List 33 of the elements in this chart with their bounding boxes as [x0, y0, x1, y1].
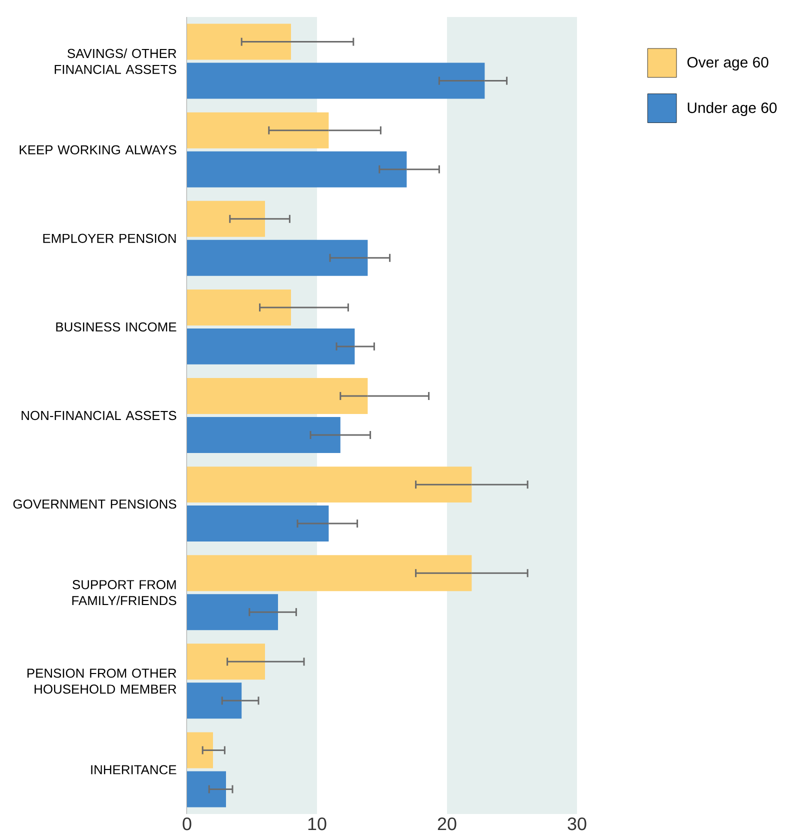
bar — [187, 240, 368, 276]
bar — [187, 555, 472, 592]
bar — [187, 62, 485, 99]
bar — [187, 506, 329, 542]
y-tick-label: SAVINGS/ OTHER FINANCIAL ASSETS — [54, 48, 176, 74]
legend-label: Under age 60 — [688, 102, 777, 116]
bar — [187, 682, 242, 719]
bar — [187, 594, 278, 630]
bar — [187, 466, 472, 503]
y-tick-label: NON-FINANCIAL ASSETS — [22, 410, 176, 420]
y-tick-label: SUPPORT FROM FAMILY/FRIENDS — [72, 580, 176, 606]
y-tick-label: KEEP WORKING ALWAYS — [20, 145, 176, 154]
y-tick-label: PENSION FROM OTHER HOUSEHOLD MEMBER — [27, 668, 176, 694]
y-tick-label: INHERITANCE — [91, 765, 176, 774]
bar — [187, 732, 213, 768]
bar — [187, 378, 368, 414]
x-tick-label: 30 — [568, 818, 586, 830]
x-tick-label: 10 — [308, 818, 326, 830]
x-tick-label: 20 — [438, 818, 456, 830]
bar — [187, 151, 407, 188]
bar — [187, 24, 291, 60]
y-tick-label: GOVERNMENT PENSIONS — [13, 499, 176, 509]
bar — [187, 289, 291, 326]
bar — [187, 417, 340, 453]
y-tick-label: EMPLOYER PENSION — [43, 234, 176, 243]
bar — [187, 112, 329, 148]
bar — [187, 200, 265, 237]
bar — [187, 771, 226, 808]
x-tick-label: 0 — [182, 818, 192, 830]
bar — [187, 328, 355, 364]
bar — [187, 644, 265, 680]
y-tick-label: BUSINESS INCOME — [56, 322, 176, 332]
legend-label: Over age 60 — [687, 56, 768, 71]
